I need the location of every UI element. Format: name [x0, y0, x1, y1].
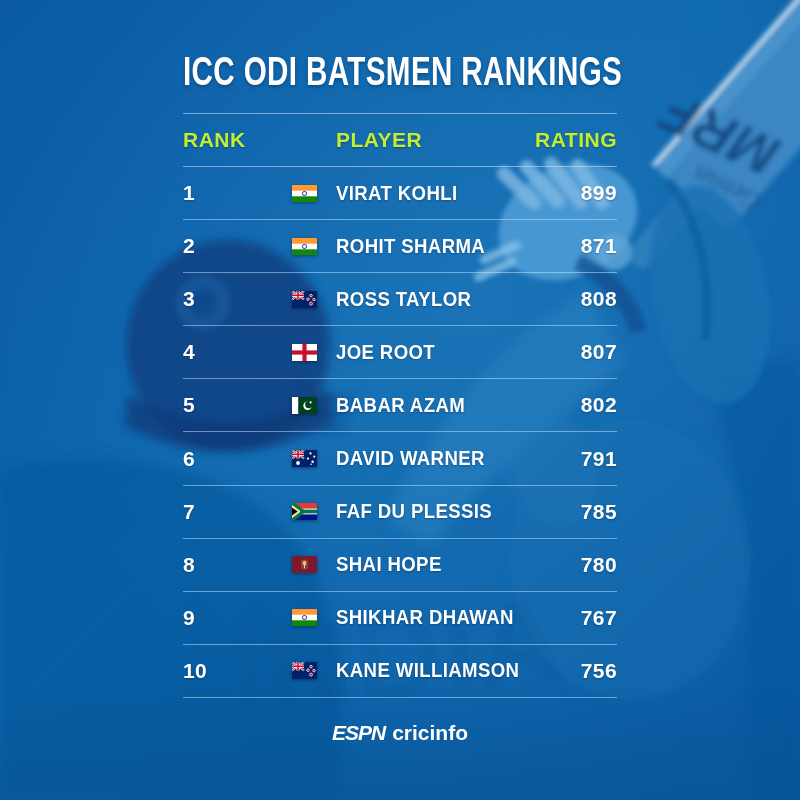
table-row: 8 SHAI HOPE780: [183, 539, 617, 592]
espn-wordmark: ESPN: [332, 721, 385, 744]
page-title: ICC ODI BATSMEN RANKINGS: [183, 51, 622, 91]
rating-value: 780: [581, 553, 617, 577]
southafrica-flag-icon: [292, 503, 336, 520]
table-row: 2 ROHIT SHARMA871: [183, 220, 617, 273]
westindies-flag-icon: [292, 556, 336, 573]
column-header-rating: RATING: [535, 128, 617, 152]
player-name: JOE ROOT: [336, 341, 581, 364]
table-header: RANK PLAYER RATING: [183, 114, 617, 167]
england-flag-icon: [292, 344, 336, 361]
australia-flag-icon: [292, 450, 336, 467]
player-name: BABAR AZAM: [336, 394, 581, 417]
table-row: 10 KANE WILLIAMSON756: [183, 645, 617, 698]
player-name: SHIKHAR DHAWAN: [336, 606, 581, 629]
column-header-rank: RANK: [183, 128, 336, 152]
newzealand-flag-icon: [292, 662, 336, 679]
rank-value: 6: [183, 447, 292, 471]
rating-value: 802: [581, 393, 617, 417]
table-row: 5 BABAR AZAM802: [183, 379, 617, 432]
india-flag-icon: [292, 609, 336, 626]
player-name: FAF DU PLESSIS: [336, 500, 581, 523]
pakistan-flag-icon: [292, 397, 336, 414]
rating-value: 899: [581, 181, 617, 205]
player-name: ROSS TAYLOR: [336, 288, 581, 311]
rank-value: 5: [183, 393, 292, 417]
rank-value: 3: [183, 287, 292, 311]
player-name: SHAI HOPE: [336, 553, 581, 576]
table-row: 3 ROSS TAYLOR808: [183, 273, 617, 326]
rank-value: 10: [183, 659, 292, 683]
india-flag-icon: [292, 185, 336, 202]
table-row: 6 DAVID WARNER791: [183, 432, 617, 485]
newzealand-flag-icon: [292, 291, 336, 308]
table-row: 9 SHIKHAR DHAWAN767: [183, 592, 617, 645]
rating-value: 791: [581, 447, 617, 471]
rank-value: 1: [183, 181, 292, 205]
table-row: 7 FAF DU PLESSIS785: [183, 486, 617, 539]
rating-value: 871: [581, 234, 617, 258]
rank-value: 2: [183, 234, 292, 258]
rating-value: 808: [581, 287, 617, 311]
table-row: 4 JOE ROOT807: [183, 326, 617, 379]
india-flag-icon: [292, 238, 336, 255]
rating-value: 767: [581, 606, 617, 630]
column-header-player: PLAYER: [336, 128, 535, 152]
rank-value: 8: [183, 553, 292, 577]
rating-value: 785: [581, 500, 617, 524]
player-name: DAVID WARNER: [336, 447, 581, 470]
espn-cricinfo-logo: ESPN cricinfo: [0, 721, 800, 745]
rank-value: 4: [183, 340, 292, 364]
rating-value: 807: [581, 340, 617, 364]
rank-value: 9: [183, 606, 292, 630]
rating-value: 756: [581, 659, 617, 683]
player-name: VIRAT KOHLI: [336, 182, 581, 205]
cricinfo-wordmark: cricinfo: [392, 721, 468, 744]
rank-value: 7: [183, 500, 292, 524]
rankings-table: 1 VIRAT KOHLI899 2 ROHIT SHARMA871 3 ROSS TAY…: [183, 167, 617, 698]
player-name: KANE WILLIAMSON: [336, 659, 581, 682]
table-row: 1 VIRAT KOHLI899: [183, 167, 617, 220]
player-name: ROHIT SHARMA: [336, 235, 581, 258]
rankings-card: MRF Genius: [0, 0, 800, 800]
